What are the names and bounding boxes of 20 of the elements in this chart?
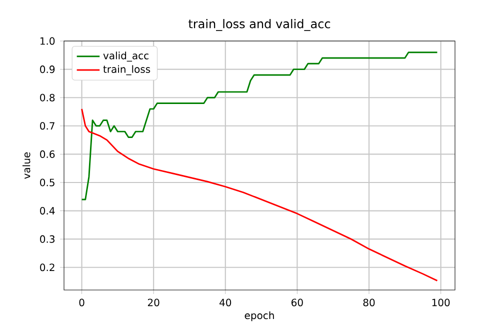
y-tick-label: 0.6 xyxy=(40,150,55,158)
legend-label: valid_acc xyxy=(103,52,148,62)
y-tick-label: 0.9 xyxy=(40,66,55,74)
x-tick-label: 80 xyxy=(363,298,375,306)
y-tick-label: 0.3 xyxy=(40,235,54,243)
y-axis-title: value xyxy=(22,152,30,179)
legend-label: train_loss xyxy=(103,65,150,76)
x-tick-label: 40 xyxy=(220,298,232,306)
y-tick-label: 0.4 xyxy=(40,206,55,215)
x-tick-label: 60 xyxy=(292,298,303,306)
y-tick-label: 1.0 xyxy=(40,37,55,45)
y-tick-label: 0.2 xyxy=(40,264,54,272)
y-tick-label: 0.7 xyxy=(40,122,54,130)
x-tick-label: 20 xyxy=(148,298,160,306)
x-axis-title: epoch xyxy=(244,311,274,322)
y-tick-label: 0.5 xyxy=(40,178,54,186)
x-tick-label: 0 xyxy=(79,298,84,306)
chart-title: train_loss and valid_acc xyxy=(188,19,330,31)
y-tick-label: 0.8 xyxy=(40,94,55,102)
x-tick-label: 100 xyxy=(432,298,450,306)
